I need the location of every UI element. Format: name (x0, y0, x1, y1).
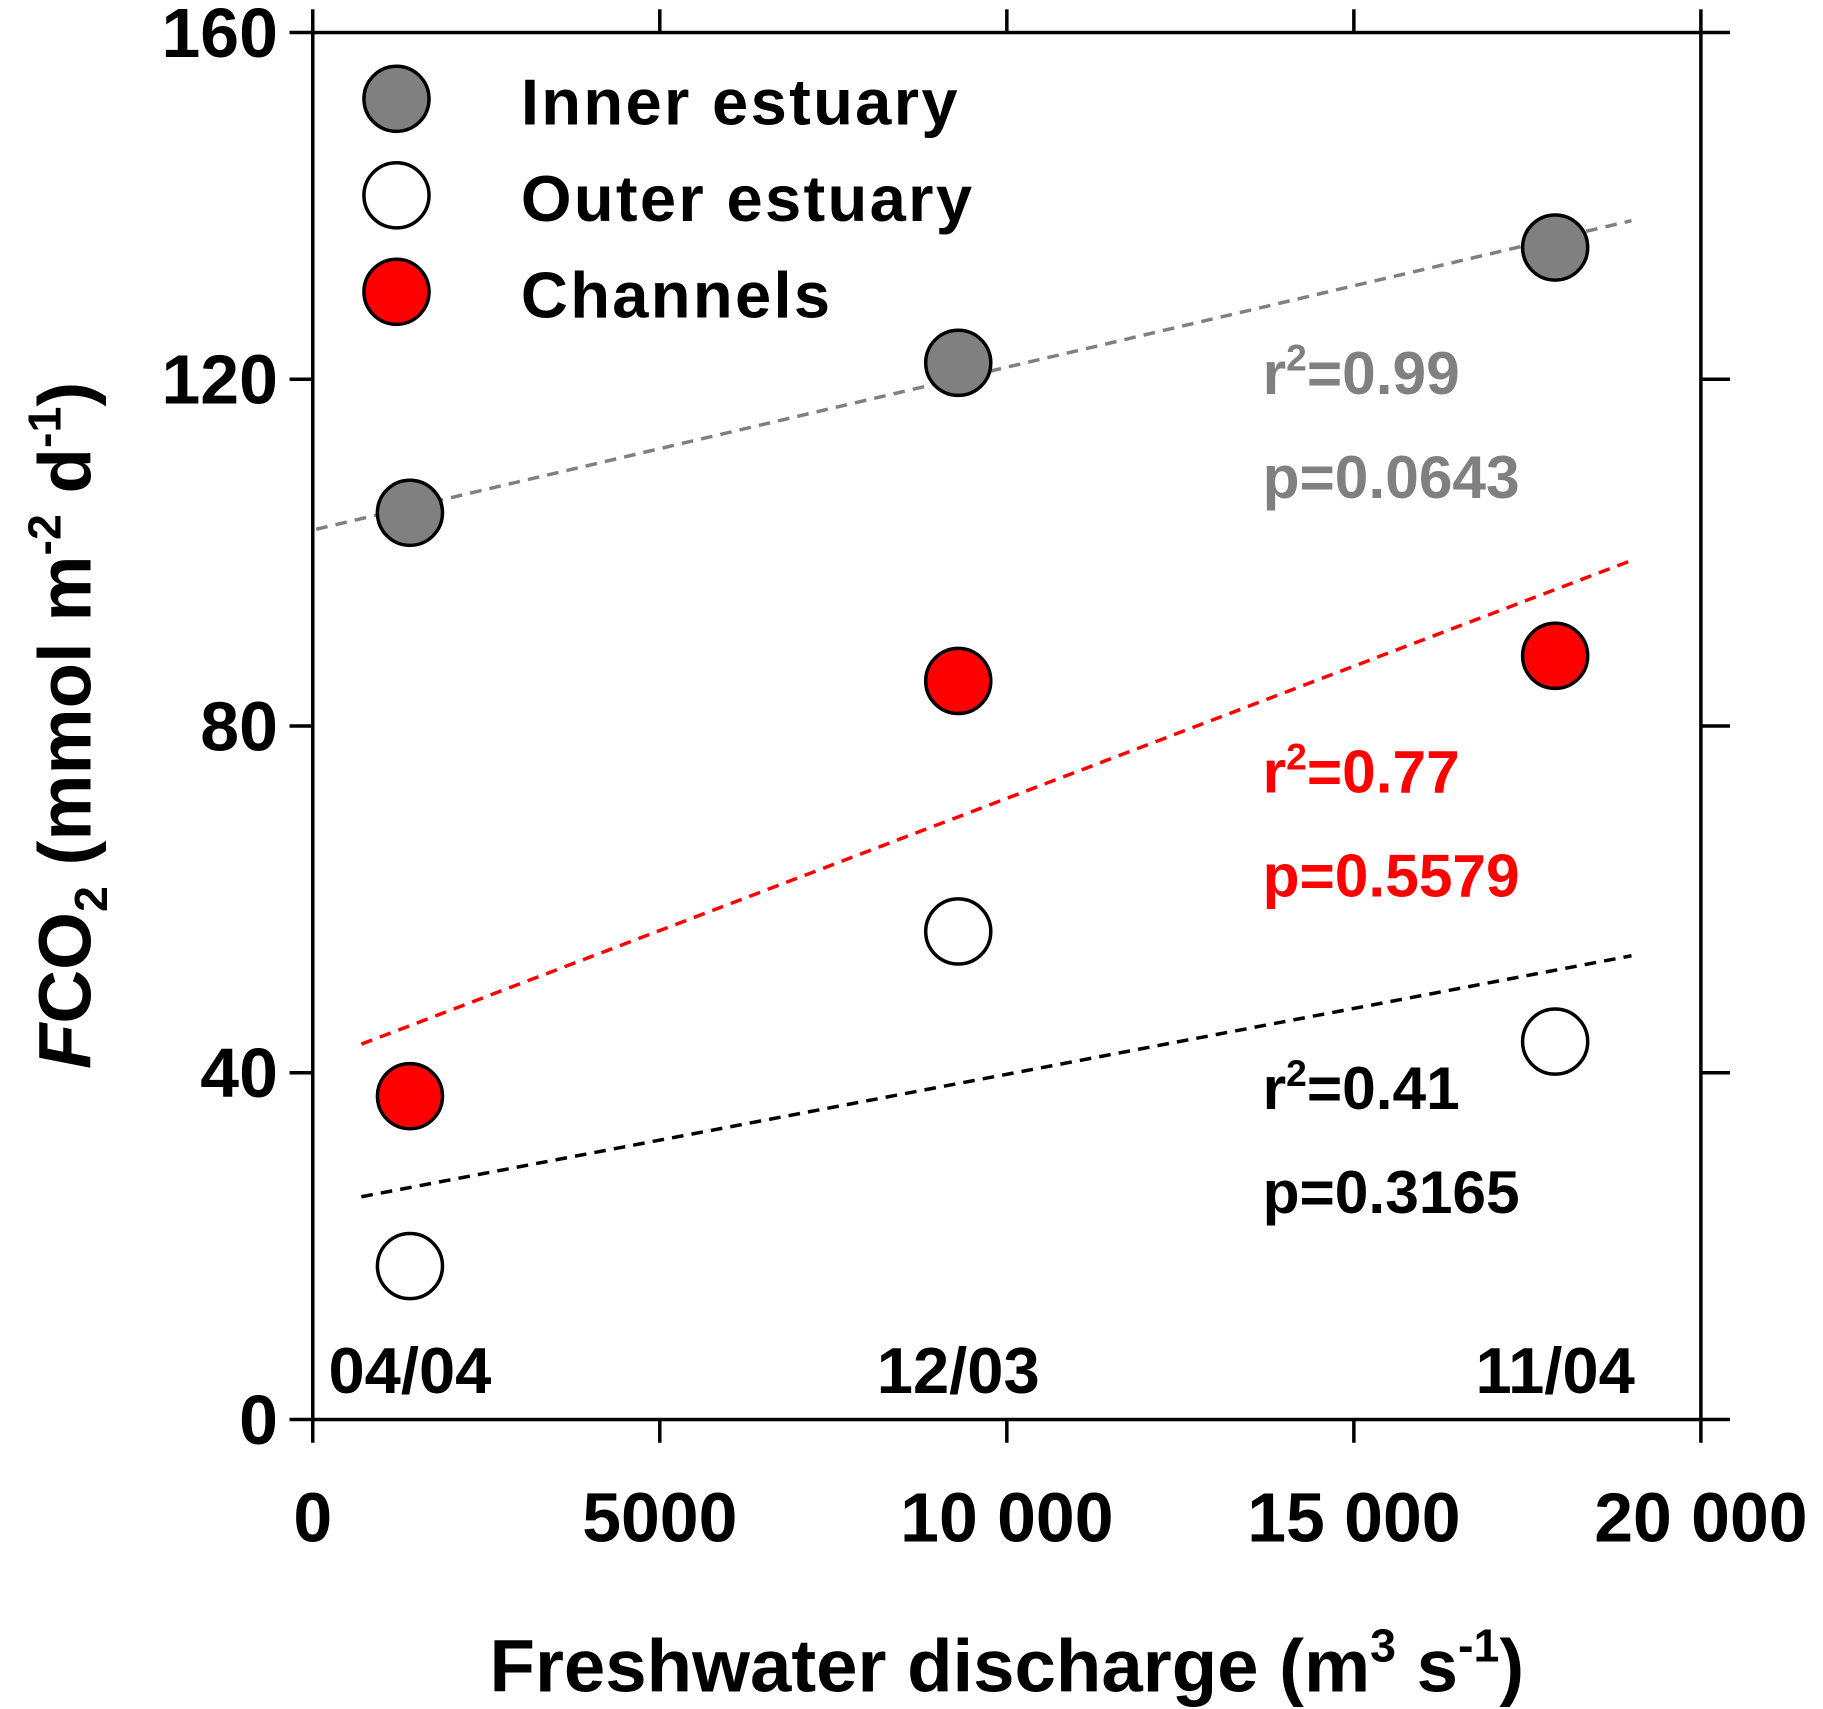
x-tick-label: 15 000 (1247, 1479, 1460, 1557)
trend-line (360, 558, 1633, 1046)
data-point (375, 1061, 445, 1131)
x-tick-label: 5000 (582, 1479, 737, 1557)
x-tick-label: 10 000 (900, 1479, 1113, 1557)
data-point (923, 646, 993, 716)
data-point (1520, 621, 1590, 691)
y-axis-label: FCO2 (mmol m-2 d-1) (18, 382, 117, 1069)
y-tick-label: 80 (200, 687, 278, 765)
p-value-label: p=0.3165 (1263, 1158, 1520, 1226)
date-label: 11/04 (1475, 1334, 1634, 1407)
data-point (1520, 1007, 1590, 1076)
p-value-label: p=0.0643 (1263, 443, 1520, 511)
p-value-label: p=0.5579 (1263, 842, 1520, 910)
data-point (375, 1231, 445, 1301)
x-tick-label: 0 (293, 1479, 332, 1557)
r-squared-label: r2=0.99 (1263, 337, 1460, 407)
legend-label-outer: Outer estuary (521, 162, 975, 235)
y-tick-label: 40 (200, 1034, 278, 1112)
legend: Inner estuary Outer estuary Channels (362, 64, 975, 331)
data-point (1520, 213, 1590, 282)
date-label: 12/03 (877, 1334, 1040, 1407)
y-tick-label: 0 (239, 1381, 278, 1459)
legend-marker-outer (362, 161, 431, 230)
y-tick-label: 160 (162, 0, 278, 72)
r-squared-label: r2=0.41 (1263, 1052, 1460, 1122)
x-tick-label: 20 000 (1594, 1479, 1807, 1557)
trend-line (361, 954, 1632, 1199)
legend-marker-channels (362, 257, 431, 327)
data-point (923, 328, 993, 398)
y-tick-label: 120 (162, 341, 278, 419)
legend-label-channels: Channels (521, 258, 833, 331)
data-point (923, 897, 993, 966)
x-axis-label: Freshwater discharge (m3 s-1) (490, 1619, 1525, 1707)
r-squared-label: r2=0.77 (1263, 735, 1460, 805)
legend-label-inner: Inner estuary (521, 65, 960, 138)
date-label: 04/04 (328, 1334, 491, 1407)
legend-marker-inner (362, 64, 431, 134)
data-point (375, 478, 445, 548)
